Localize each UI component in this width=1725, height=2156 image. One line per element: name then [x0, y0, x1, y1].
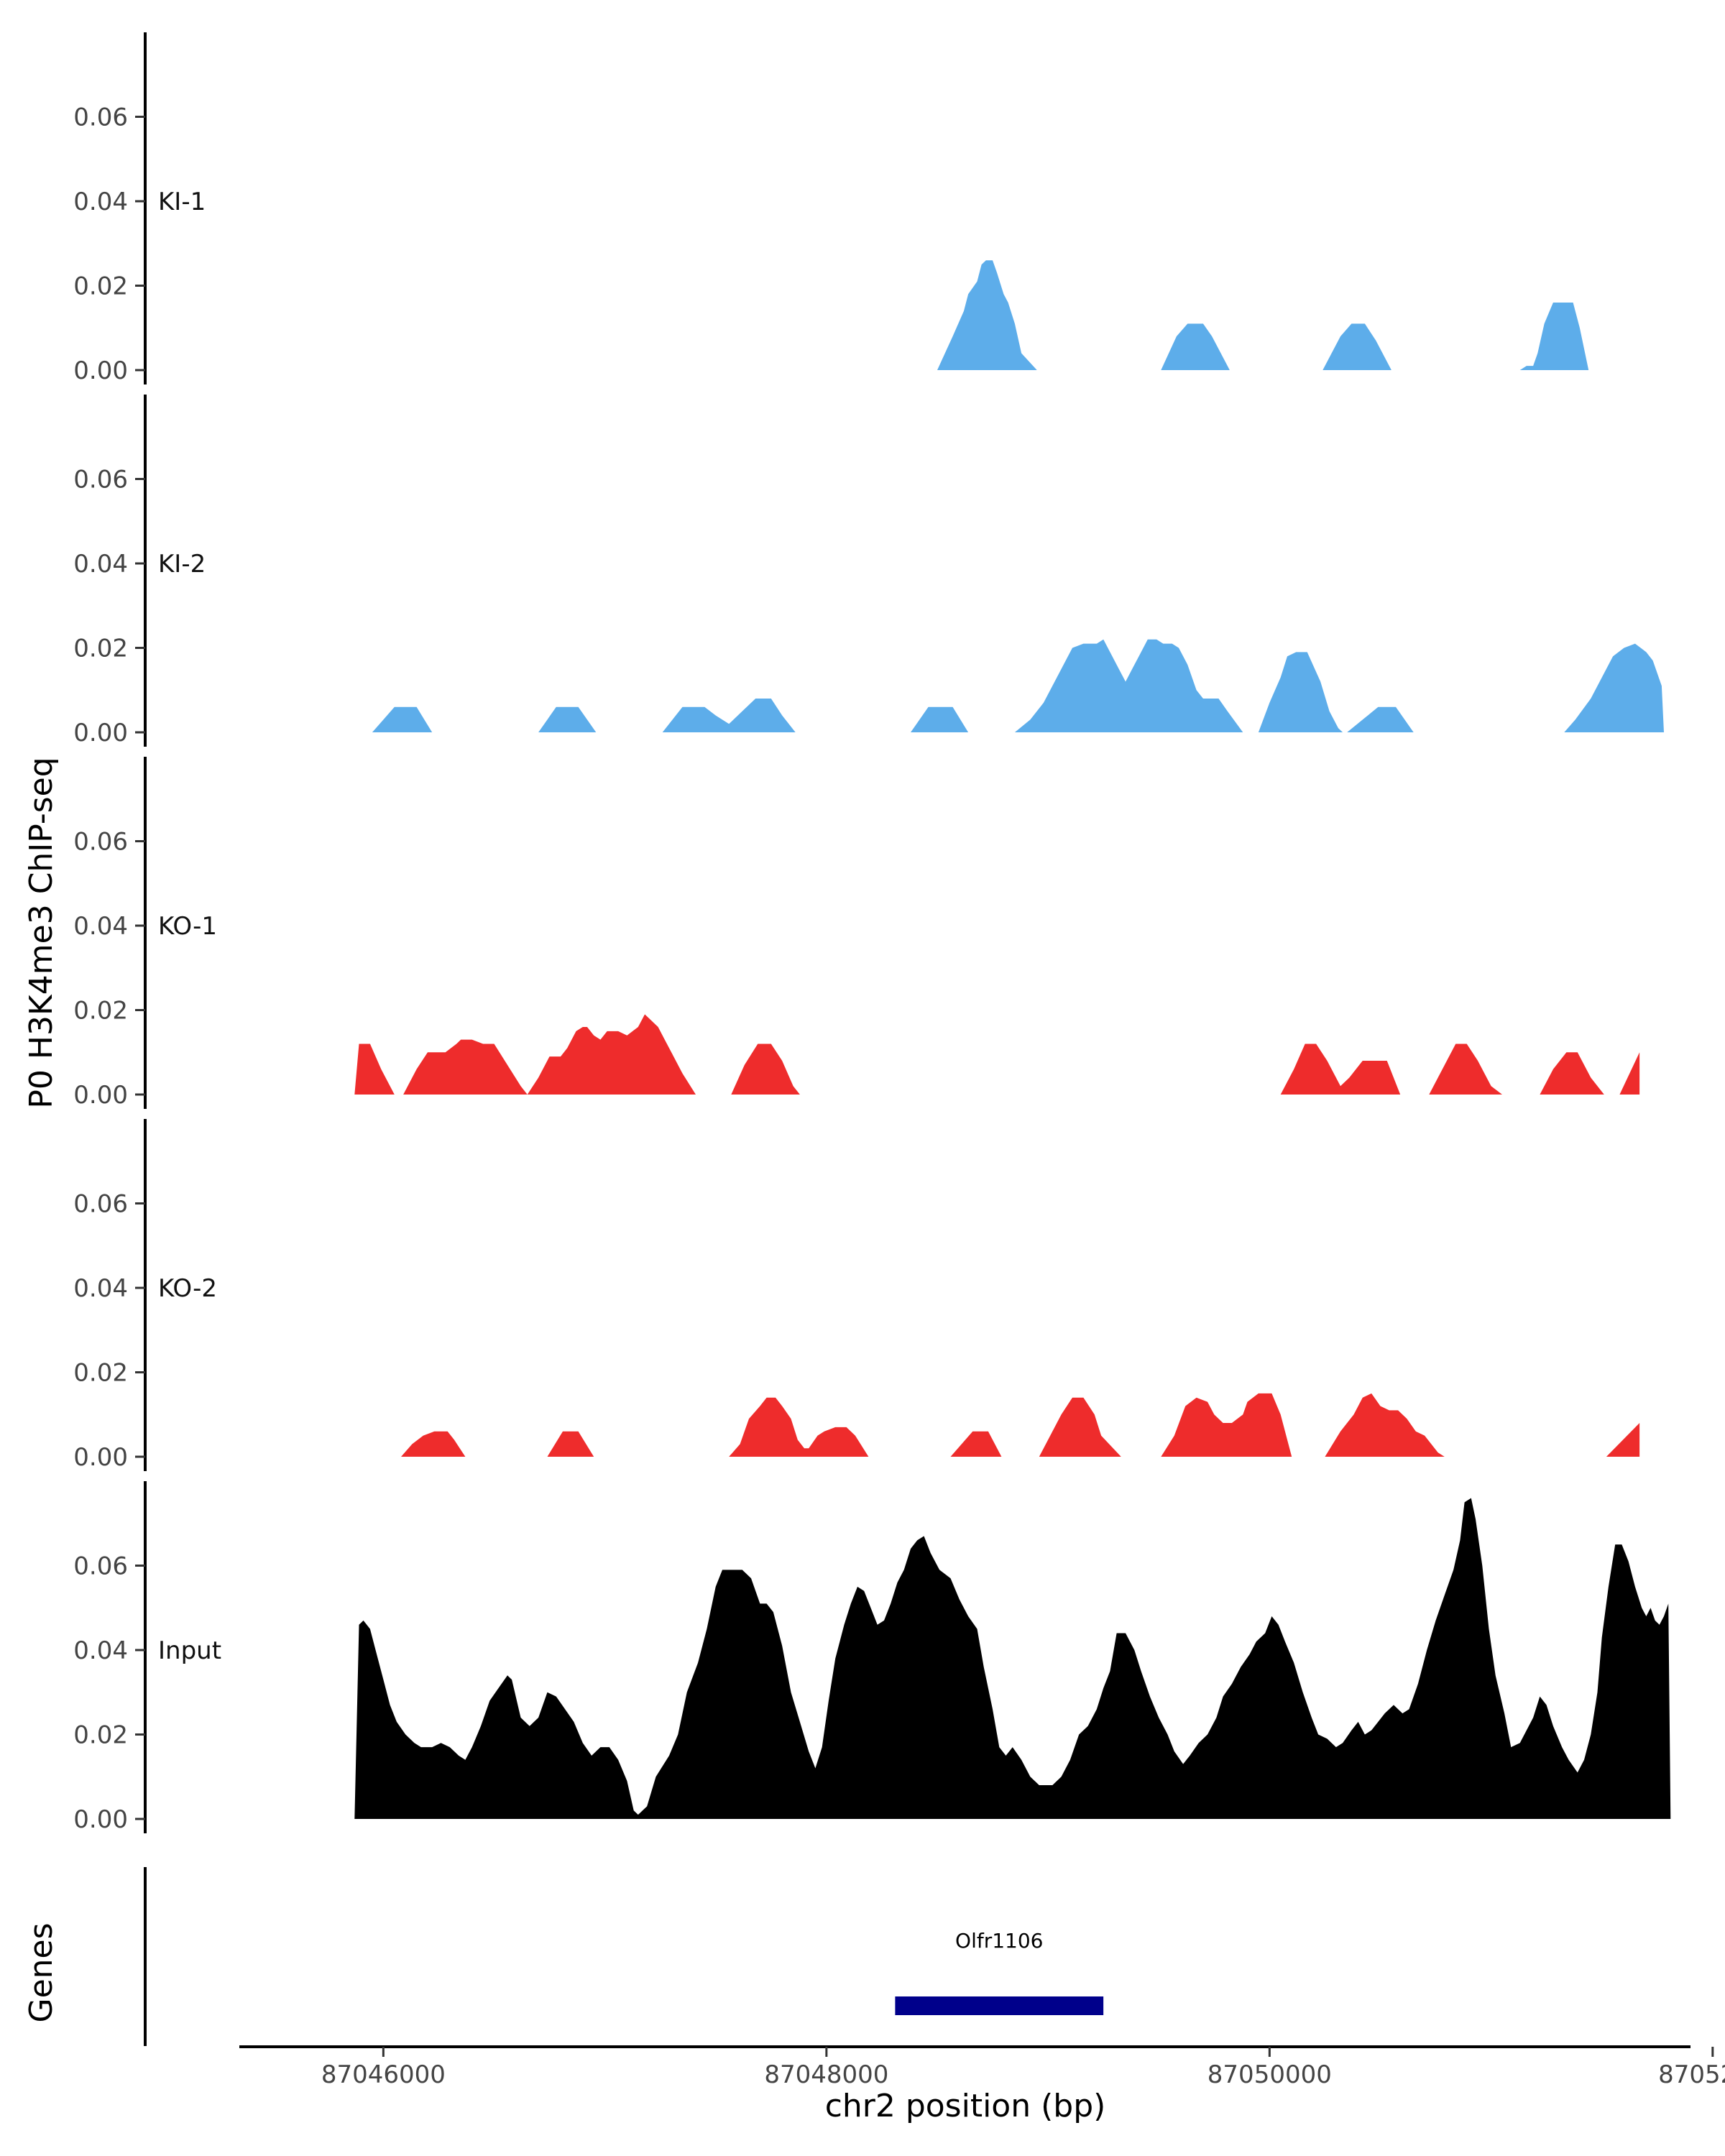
signal-tracks: 0.00 0.02 0.04 0.06 KI-1 0.00 0.02 0.04 0.06 KI-2…: [73, 32, 1671, 1834]
y-tick-label: 0.00: [73, 1805, 128, 1834]
y-tick-label: 0.04: [73, 1274, 128, 1303]
track-input-signal-area: [354, 1498, 1671, 1819]
gene-panel: Genes Olfr1106: [23, 1867, 1104, 2046]
track-input: 0.00 0.02 0.04 0.06 Input: [73, 1481, 1671, 1834]
x-tick-label: 87048000: [764, 2060, 888, 2089]
y-tick-label: 0.02: [73, 1359, 128, 1388]
y-tick-label: 0.00: [73, 719, 128, 747]
y-tick-label: 0.02: [73, 997, 128, 1026]
x-tick-label: 87046000: [321, 2060, 446, 2089]
x-axis-title: chr2 position (bp): [825, 2088, 1106, 2124]
gene-label: Olfr1106: [955, 1929, 1043, 1953]
genes-axis-title: Genes: [23, 1922, 60, 2022]
track-label: KI-1: [158, 188, 206, 216]
x-tick-label: 87050000: [1208, 2060, 1332, 2089]
track-ko-1-signal-area: [354, 1014, 1640, 1095]
y-tick-label: 0.00: [73, 1443, 128, 1472]
track-label: KO-2: [158, 1274, 217, 1303]
y-tick-label: 0.06: [73, 1190, 128, 1219]
x-axis: 87046000 87048000 87050000 8705200: [239, 2045, 1725, 2089]
y-tick-label: 0.06: [73, 466, 128, 494]
track-label: KO-1: [158, 912, 217, 941]
y-tick-label: 0.04: [73, 1636, 128, 1665]
y-tick-label: 0.02: [73, 1721, 128, 1750]
track-ki-1: 0.00 0.02 0.04 0.06 KI-1: [73, 32, 1589, 385]
y-tick-label: 0.00: [73, 1081, 128, 1110]
y-tick-label: 0.06: [73, 1552, 128, 1581]
y-tick-label: 0.06: [73, 103, 128, 132]
y-tick-label: 0.04: [73, 912, 128, 941]
track-ko-1: 0.00 0.02 0.04 0.06 KO-1: [73, 757, 1640, 1110]
y-tick-label: 0.02: [73, 635, 128, 663]
y-tick-label: 0.02: [73, 272, 128, 301]
track-ki-1-signal-area: [937, 260, 1589, 370]
track-ki-2-signal-area: [372, 639, 1664, 732]
gene-body: [895, 1996, 1104, 2015]
y-tick-label: 0.06: [73, 828, 128, 857]
y-tick-label: 0.00: [73, 356, 128, 385]
track-label: KI-2: [158, 550, 206, 579]
y-axis-title: P0 H3K4me3 ChIP-seq: [23, 757, 60, 1108]
y-tick-label: 0.04: [73, 188, 128, 216]
x-tick-label: 8705200: [1658, 2060, 1725, 2089]
track-label: Input: [158, 1636, 221, 1665]
track-ko-2: 0.00 0.02 0.04 0.06 KO-2: [73, 1119, 1640, 1472]
y-tick-label: 0.04: [73, 550, 128, 579]
track-ko-2-signal-area: [401, 1393, 1640, 1457]
track-ki-2: 0.00 0.02 0.04 0.06 KI-2: [73, 395, 1664, 747]
